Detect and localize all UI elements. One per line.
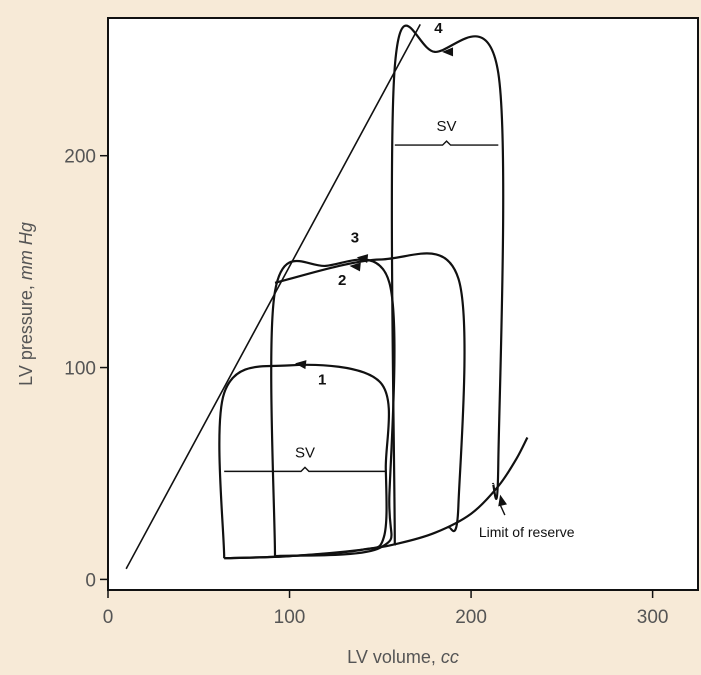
stroke-volume-label: SV [437, 118, 457, 135]
chart-marks: SV SV 1 2 3 4 Limit of reserve [125, 20, 575, 570]
loop-direction-arrow [294, 360, 307, 370]
loop-direction-arrow [349, 262, 361, 272]
annotation-label: Limit of reserve [479, 524, 575, 540]
loop-direction-arrow [442, 47, 454, 57]
y-tick-label: 100 [64, 359, 96, 380]
loop-direction-arrow [356, 254, 369, 264]
y-axis-title-text: LV pressure, [16, 280, 36, 386]
pv-loop-3 [274, 252, 466, 533]
y-tick-label: 200 [64, 147, 96, 168]
x-tick-label: 0 [103, 607, 114, 628]
x-tick-label: 200 [455, 607, 487, 628]
y-axis-title-unit: mm Hg [16, 222, 36, 280]
end-diastolic-curve [224, 436, 529, 560]
stroke-volume-label: SV [295, 444, 315, 461]
x-tick-label: 300 [637, 607, 669, 628]
loop-number-label: 2 [338, 272, 346, 289]
annotation-arrow-head [498, 494, 507, 507]
stroke-volume-bracket [394, 140, 499, 146]
x-axis-title: LV volume, cc [347, 647, 459, 667]
plot-area [107, 17, 699, 591]
x-axis-title-text: LV volume, [347, 647, 441, 667]
y-tick-label: 0 [85, 570, 96, 591]
x-axis-title-unit: cc [441, 647, 459, 667]
annotation-arrow-line [499, 504, 506, 516]
loop-number-label: 3 [351, 230, 359, 247]
pv-loop-4 [390, 24, 505, 546]
x-tick-label: 100 [274, 607, 306, 628]
loop-number-label: 4 [434, 20, 443, 37]
y-axis-title: LV pressure, mm Hg [16, 222, 36, 386]
loop-number-label: 1 [318, 372, 326, 389]
axis-ticks: 0 100 200 300 0 100 200 [64, 147, 668, 628]
stroke-volume-bracket [224, 466, 386, 473]
